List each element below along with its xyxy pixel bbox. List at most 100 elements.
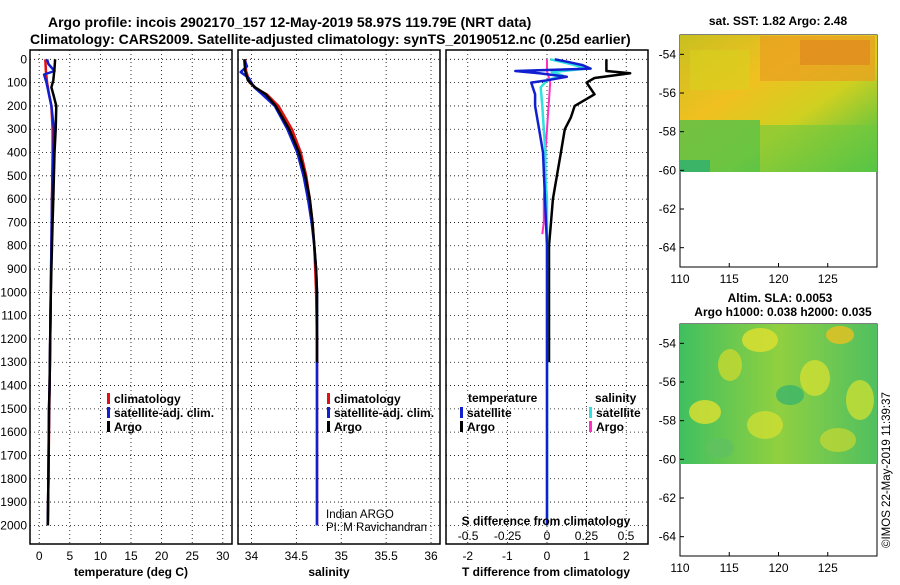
s-difference-label: S difference from climatology [462, 514, 631, 528]
map-y-tick-label: -54 [659, 336, 677, 350]
map-y-tick-label: -62 [659, 491, 677, 505]
difference-legend: temperature salinity satellite Argo sate… [460, 391, 641, 434]
x-tick-label: 0 [36, 549, 43, 563]
map-x-tick-label: 120 [768, 561, 788, 575]
title-line-1: Argo profile: incois 2902170_157 12-May-… [48, 14, 531, 30]
map-x-tick-label: 125 [818, 561, 838, 575]
depth-tick-label: 600 [7, 192, 27, 206]
s-tick-label: 0.5 [618, 529, 635, 543]
legend-swatch-argo [327, 421, 330, 432]
sst-map-ticks: -54 -56 -58 -60 -62 -64 110 115 120 125 [659, 47, 838, 286]
s-tick-label: -0.5 [458, 529, 479, 543]
depth-tick-label: 100 [7, 76, 27, 90]
credit-line-1: Indian ARGO [326, 509, 394, 521]
legend-label: satellite-adj. clim. [114, 406, 214, 420]
map-x-tick-label: 120 [768, 272, 788, 286]
sla-map-title-2: Argo h1000: 0.038 h2000: 0.035 [694, 305, 872, 319]
map-y-tick-label: -58 [659, 125, 677, 139]
sla-map-field [680, 324, 877, 464]
legend-swatch-climatology [107, 393, 110, 404]
tick-layer: 0100200300400500600700800900100011001200… [0, 52, 634, 563]
legend-swatch-satellite [327, 407, 330, 418]
x-tick-label: 35.5 [374, 549, 398, 563]
depth-tick-label: 1900 [0, 495, 27, 509]
imos-stamp: ©IMOS 22-May-2019 11:39:37 [881, 392, 893, 548]
depth-tick-label: 1000 [0, 285, 27, 299]
sst-map-title: sat. SST: 1.82 Argo: 2.48 [709, 14, 848, 28]
legend-label: climatology [334, 392, 401, 406]
legend-swatch-temp-argo [460, 421, 463, 432]
x-tick-label: 34 [245, 549, 259, 563]
diff-curve-temperature-satellite [514, 58, 592, 526]
temperature-panel-frame [29, 49, 233, 545]
temperature-legend: climatology satellite-adj. clim. Argo [107, 392, 214, 434]
sst-map-field [680, 35, 877, 172]
x-tick-label: 10 [94, 549, 108, 563]
legend-swatch-argo [107, 421, 110, 432]
depth-tick-label: 800 [7, 239, 27, 253]
salinity-panel-frame [237, 49, 441, 545]
depth-tick-label: 300 [7, 122, 27, 136]
s-tick-label: 0 [544, 529, 551, 543]
legend-swatch-temp-satellite [460, 407, 463, 418]
diff-curve-salinity-argo [541, 59, 552, 235]
map-y-tick-label: -60 [659, 163, 677, 177]
legend-swatch-sal-argo [589, 421, 592, 432]
x-tick-label: -1 [502, 549, 513, 563]
depth-tick-label: 1700 [0, 448, 27, 462]
depth-tick-label: 500 [7, 169, 27, 183]
legend-temp-title: temperature [468, 391, 538, 405]
s-tick-label: -0.25 [494, 529, 522, 543]
x-tick-label: 25 [186, 549, 200, 563]
temperature-xlabel: temperature (deg C) [74, 565, 188, 579]
depth-tick-label: 1500 [0, 402, 27, 416]
title-line-2: Climatology: CARS2009. Satellite-adjuste… [30, 31, 631, 47]
sla-map-ticks: -54 -56 -58 -60 -62 -64 110 115 120 125 [659, 336, 838, 575]
legend-swatch-sal-satellite [589, 407, 592, 418]
depth-tick-label: 900 [7, 262, 27, 276]
depth-tick-label: 1600 [0, 425, 27, 439]
legend-label: Argo [467, 420, 495, 434]
sla-map-title-1: Altim. SLA: 0.0053 [728, 291, 833, 305]
x-tick-label: 1 [583, 549, 590, 563]
depth-tick-label: 1300 [0, 355, 27, 369]
s-tick-label: 0.25 [575, 529, 599, 543]
map-y-tick-label: -56 [659, 86, 677, 100]
depth-tick-label: 1100 [1, 309, 27, 323]
x-tick-label: 0 [544, 549, 551, 563]
salinity-legend: climatology satellite-adj. clim. Argo In… [326, 392, 434, 534]
temperature-curve-argo [46, 59, 58, 526]
credit-line-2: PI: M Ravichandran [326, 522, 427, 534]
depth-tick-label: 400 [7, 146, 27, 160]
map-y-tick-label: -54 [659, 47, 677, 61]
legend-swatch-satellite [107, 407, 110, 418]
legend-label: Argo [114, 420, 142, 434]
grid-layer [30, 50, 648, 544]
x-tick-label: 36 [424, 549, 438, 563]
legend-label: satellite [596, 406, 641, 420]
x-tick-label: 34.5 [285, 549, 309, 563]
map-x-tick-label: 115 [720, 561, 739, 575]
depth-tick-label: 2000 [0, 518, 27, 532]
map-x-tick-label: 115 [720, 272, 739, 286]
diff-curve-temperature-argo [547, 59, 632, 363]
legend-label: satellite [467, 406, 512, 420]
x-tick-label: 35 [335, 549, 349, 563]
difference-xlabel: T difference from climatology [462, 565, 630, 579]
map-y-tick-label: -64 [659, 241, 677, 255]
x-tick-label: 2 [623, 549, 630, 563]
depth-tick-label: 1400 [0, 379, 27, 393]
legend-label: climatology [114, 392, 181, 406]
depth-tick-label: 1200 [0, 332, 27, 346]
depth-tick-label: 0 [20, 52, 27, 66]
map-y-tick-label: -60 [659, 452, 677, 466]
x-tick-label: 5 [66, 549, 73, 563]
salinity-curve-argo [243, 59, 319, 363]
depth-tick-label: 200 [7, 99, 27, 113]
map-x-tick-label: 110 [670, 272, 689, 286]
map-y-tick-label: -58 [659, 414, 677, 428]
map-y-tick-label: -56 [659, 375, 677, 389]
map-x-tick-label: 110 [670, 561, 689, 575]
depth-tick-label: 700 [7, 215, 27, 229]
